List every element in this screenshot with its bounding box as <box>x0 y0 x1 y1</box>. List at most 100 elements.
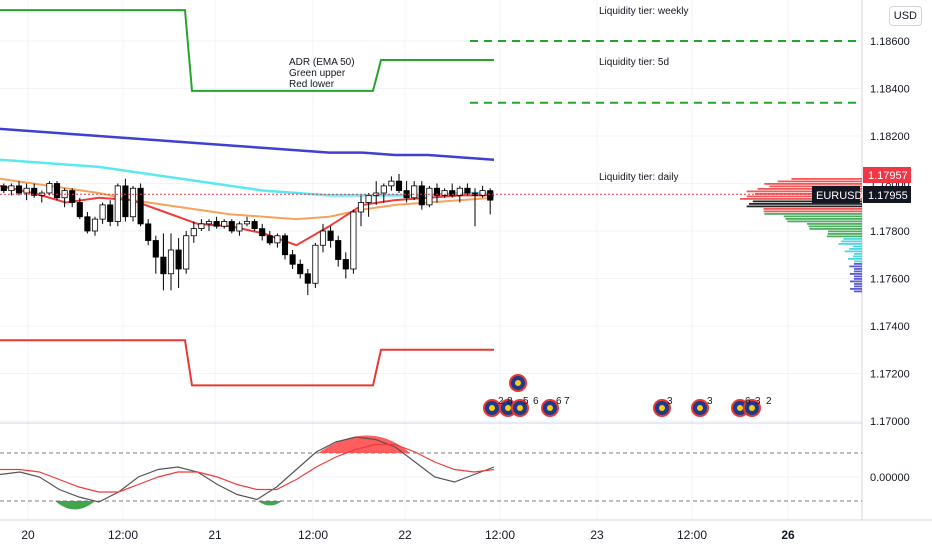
candle-body <box>236 223 243 232</box>
volume-profile-bar <box>843 238 862 240</box>
candle-body <box>259 228 266 237</box>
volume-profile-bar <box>853 255 862 258</box>
y-tick-label: 1.18600 <box>870 36 910 48</box>
candle-body <box>114 185 121 222</box>
volume-profile-bar <box>740 198 862 200</box>
candle-body <box>8 185 15 192</box>
candle-body <box>456 187 463 196</box>
x-tick-label: 12:00 <box>108 528 138 542</box>
candle-body <box>357 202 365 213</box>
volume-profile-bar <box>785 218 862 220</box>
event-count-label: 3 <box>707 396 713 407</box>
candle-body <box>464 187 471 194</box>
volume-profile-bar <box>854 285 862 288</box>
volume-profile-bar <box>838 243 862 245</box>
candle-body <box>160 256 167 275</box>
currency-button[interactable]: USD <box>888 6 922 26</box>
volume-profile-bar <box>791 178 862 180</box>
candle-body <box>441 190 448 196</box>
adr-red-label: Red lower <box>289 79 335 90</box>
y-tick-label: 1.17000 <box>870 416 910 428</box>
candle-body <box>183 235 190 270</box>
x-tick-label: 21 <box>208 528 222 542</box>
volume-profile-bar <box>853 245 862 248</box>
volume-profile-bar <box>854 283 862 285</box>
candle-body <box>137 187 144 225</box>
price-tag-red <box>863 167 911 183</box>
volume-profile-bar <box>764 213 862 215</box>
adr-green-label: Green upper <box>289 68 346 79</box>
event-flag-center <box>659 405 665 411</box>
event-flag-center <box>737 405 743 411</box>
candle-body <box>418 185 425 206</box>
y-tick-label: 1.17600 <box>870 274 910 286</box>
volume-profile-bar <box>763 208 862 210</box>
volume-profile-bar <box>854 263 862 265</box>
symbol-tag <box>812 186 860 203</box>
event-count-label: 5 <box>523 396 529 407</box>
liquidity-weekly-label: Liquidity tier: weekly <box>599 6 688 17</box>
candle-body <box>395 180 403 192</box>
osc-overbought-fill <box>318 435 410 453</box>
candle-body <box>327 230 334 241</box>
event-flag-center <box>489 405 495 411</box>
candle-body <box>152 240 159 258</box>
volume-profile-bar <box>763 210 862 213</box>
x-tick-label: 23 <box>590 528 604 542</box>
event-flag-center <box>749 405 755 411</box>
volume-profile-bar <box>826 235 862 238</box>
ema-blue-line <box>0 127 495 161</box>
event-flag-center <box>547 405 553 411</box>
candle-body <box>53 183 61 199</box>
adr-upper-line <box>0 9 494 92</box>
symbol-tag-label: EURUSD <box>816 190 863 202</box>
y-tick-label: 1.17800 <box>870 226 910 238</box>
osc-oversold-fill <box>258 501 282 506</box>
volume-profile-bar <box>854 290 862 293</box>
candle-body <box>281 235 289 256</box>
osc-oversold-fill <box>55 501 95 510</box>
volume-profile-bar <box>746 205 862 208</box>
volume-profile-bar <box>854 253 862 255</box>
x-tick-label: 12:00 <box>485 528 515 542</box>
candle-body <box>69 190 76 203</box>
event-count-label: 8 <box>507 396 513 407</box>
candle-body <box>342 259 349 270</box>
volume-profile-bar <box>849 288 862 290</box>
candle-body <box>122 185 129 218</box>
candle-body <box>350 211 357 270</box>
candle-body <box>312 244 319 284</box>
event-count-label: 6 <box>533 396 539 407</box>
event-count-label: 3 <box>755 396 761 407</box>
volume-profile-bar <box>827 230 862 233</box>
price-tag-red-label: 1.17957 <box>868 170 908 182</box>
event-count-label: 6 <box>556 396 562 407</box>
volume-profile-bar <box>749 203 862 205</box>
volume-profile-bar <box>764 183 862 185</box>
volume-profile-bar <box>808 225 862 228</box>
candle-body <box>205 221 213 225</box>
osc-red-line <box>0 443 495 493</box>
candle-body <box>31 187 38 196</box>
candle-body <box>145 223 152 241</box>
candle-body <box>129 187 137 218</box>
candle-body <box>426 187 433 206</box>
candle-body <box>243 221 251 225</box>
event-flag-center <box>697 405 703 411</box>
candle-body <box>319 230 327 246</box>
candle-body <box>304 273 311 284</box>
candle-body <box>107 204 114 222</box>
candle-body <box>365 194 372 203</box>
candle-body <box>167 249 175 275</box>
x-tick-label: 20 <box>21 528 35 542</box>
volume-profile-bar <box>844 250 862 253</box>
candle-body <box>23 187 30 194</box>
event-flag-center <box>515 380 521 386</box>
candle-body <box>388 180 395 187</box>
candle-body <box>335 240 342 260</box>
candle-body <box>46 183 53 194</box>
osc-tick-label: 0.00000 <box>870 472 910 484</box>
volume-profile-bar <box>809 228 862 230</box>
volume-profile-bar <box>746 195 862 198</box>
